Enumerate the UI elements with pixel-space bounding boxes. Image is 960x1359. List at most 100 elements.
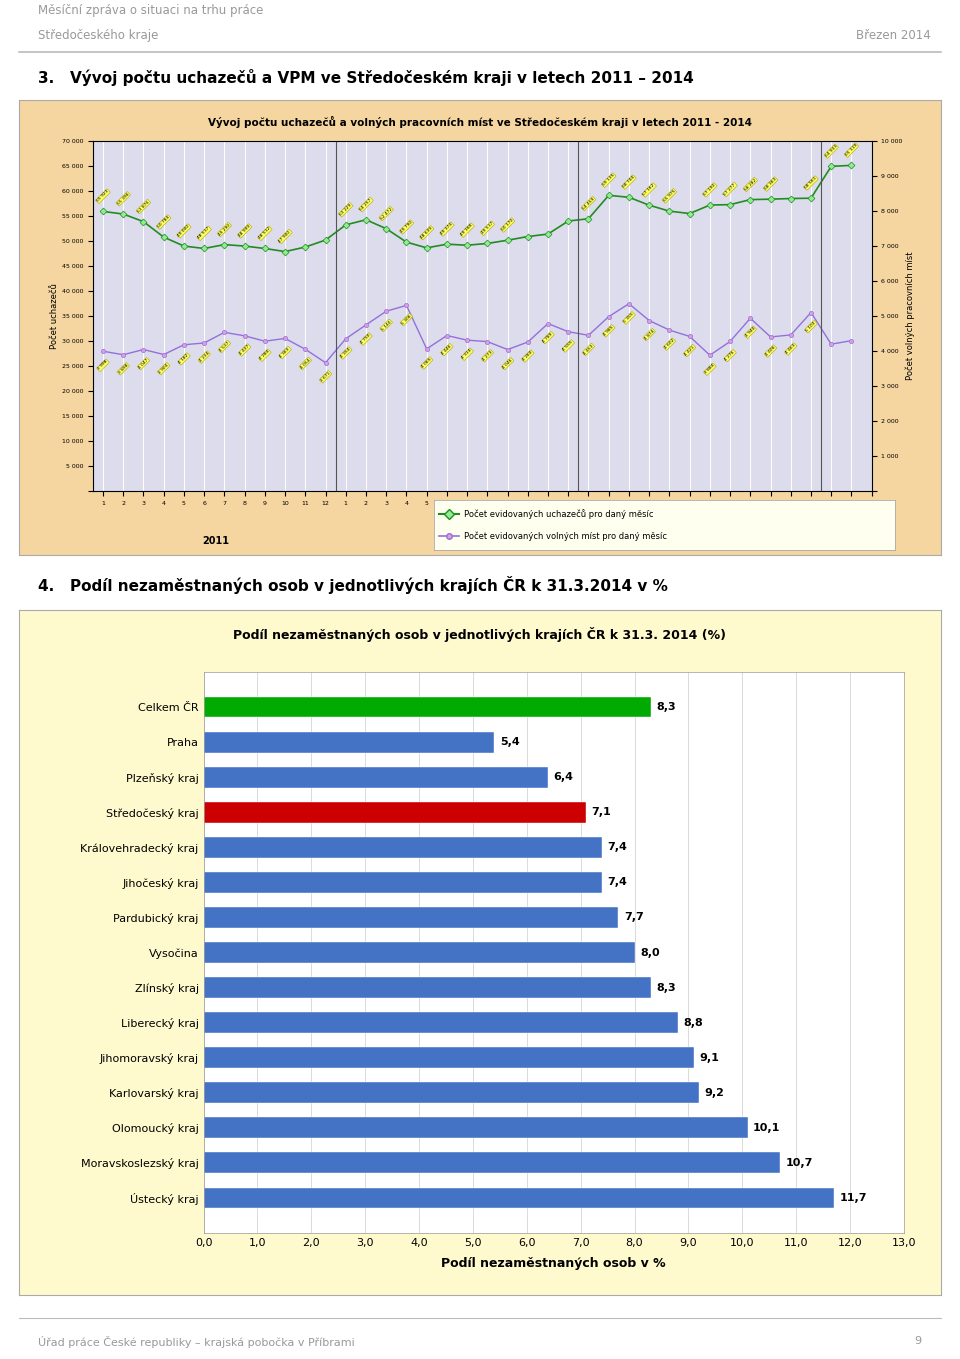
Text: 57 190: 57 190: [703, 183, 717, 197]
Text: 4 537: 4 537: [219, 341, 230, 352]
Text: 4 363: 4 363: [279, 347, 291, 359]
Text: 55 975: 55 975: [662, 189, 676, 202]
Text: 10,1: 10,1: [753, 1123, 780, 1132]
Text: 49 290: 49 290: [218, 223, 231, 236]
Text: 4 453: 4 453: [583, 344, 594, 355]
Text: 4 065: 4 065: [420, 357, 433, 368]
Text: 58 363: 58 363: [764, 177, 778, 190]
Text: 50 170: 50 170: [501, 219, 515, 232]
Text: Březen 2014: Březen 2014: [856, 29, 931, 42]
Text: 5,4: 5,4: [500, 738, 519, 747]
Text: 54 459: 54 459: [582, 197, 595, 211]
Text: 4 446: 4 446: [441, 344, 453, 356]
Text: 4 260: 4 260: [522, 351, 534, 361]
Text: 4 940: 4 940: [745, 326, 756, 338]
Text: 65 119: 65 119: [845, 144, 858, 158]
Text: 4 555: 4 555: [563, 340, 574, 352]
Text: 49 374: 49 374: [440, 223, 454, 236]
Text: 7,4: 7,4: [608, 843, 628, 852]
Bar: [204, 802, 586, 822]
Bar: [204, 1082, 699, 1102]
Bar: [204, 837, 602, 858]
Text: 5 355: 5 355: [623, 313, 635, 323]
Text: 53 229: 53 229: [339, 202, 352, 216]
Text: 64 933: 64 933: [825, 144, 838, 158]
Text: 48 639: 48 639: [420, 226, 434, 239]
Bar: [204, 1012, 678, 1033]
Text: 4 789: 4 789: [542, 332, 554, 344]
Text: 5 103: 5 103: [805, 321, 817, 333]
Y-axis label: Počet volných pracovních míst: Počet volných pracovních míst: [905, 251, 915, 381]
Text: 55 396: 55 396: [116, 192, 131, 205]
Text: Počet evidovaných volných míst pro daný měsíc: Počet evidovaných volných míst pro daný …: [464, 531, 667, 541]
Text: 4 750: 4 750: [360, 333, 372, 345]
Text: 49 168: 49 168: [461, 223, 474, 236]
Text: 2013: 2013: [694, 535, 721, 546]
Text: 53 876: 53 876: [136, 200, 151, 213]
Text: 50 784: 50 784: [156, 215, 171, 228]
Text: 54 257: 54 257: [359, 197, 372, 212]
Text: 49 000: 49 000: [178, 224, 191, 238]
Text: Středočeského kraje: Středočeského kraje: [38, 29, 158, 42]
Text: 7,4: 7,4: [608, 878, 628, 887]
Text: 4 054: 4 054: [300, 357, 311, 370]
Text: 8,3: 8,3: [656, 983, 676, 992]
Y-axis label: Počet uchazečů: Počet uchazečů: [50, 283, 59, 349]
Bar: [204, 872, 602, 893]
Text: Úřad práce České republiky – krajská pobočka v Příbrami: Úřad práce České republiky – krajská pob…: [38, 1336, 355, 1348]
Bar: [204, 1117, 748, 1137]
Text: 49 790: 49 790: [399, 220, 413, 234]
Text: 7,7: 7,7: [624, 912, 643, 923]
Text: 2011: 2011: [203, 535, 229, 546]
Text: 8,0: 8,0: [640, 947, 660, 958]
Text: 4 406: 4 406: [765, 345, 777, 357]
Text: 8,3: 8,3: [656, 703, 676, 712]
Text: 55 923: 55 923: [96, 189, 109, 202]
Text: 4 421: 4 421: [684, 345, 695, 356]
Text: 4 602: 4 602: [663, 338, 675, 351]
Bar: [204, 1048, 694, 1068]
Text: 3.   Vývoj počtu uchazečů a VPM ve Středočeském kraji v letech 2011 – 2014: 3. Vývoj počtu uchazečů a VPM ve Středoč…: [38, 69, 694, 86]
Text: Podíl nezaměstnaných osob v jednotlivých krajích ČR k 31.3. 2014 (%): Podíl nezaměstnaných osob v jednotlivých…: [233, 626, 727, 641]
Text: 4 046: 4 046: [502, 357, 514, 370]
Text: 3 904: 3 904: [158, 363, 170, 375]
Text: 4 182: 4 182: [179, 353, 190, 364]
Text: 4 273: 4 273: [482, 349, 493, 361]
Text: 4 047: 4 047: [137, 357, 150, 370]
Text: 8,8: 8,8: [683, 1018, 703, 1027]
Text: 4 354: 4 354: [340, 347, 351, 359]
Text: 3 671: 3 671: [320, 371, 331, 383]
Text: Počet evidovaných uchazečů pro daný měsíc: Počet evidovaných uchazečů pro daný měsí…: [464, 510, 654, 519]
Text: 11,7: 11,7: [839, 1193, 867, 1203]
Text: 5 306: 5 306: [400, 314, 412, 325]
Text: 9: 9: [915, 1336, 922, 1347]
Text: 4 314: 4 314: [462, 348, 473, 360]
Text: Vývoj počtu uchazečů a volných pracovních míst ve Středočeském kraji v letech 20: Vývoj počtu uchazečů a volných pracovníc…: [208, 116, 752, 128]
Text: 5 140: 5 140: [380, 319, 392, 332]
Text: 7,1: 7,1: [591, 807, 612, 817]
Text: 58 744: 58 744: [622, 175, 636, 189]
Text: 6,4: 6,4: [554, 772, 574, 783]
Text: 48 517: 48 517: [198, 227, 211, 241]
Text: 4 985: 4 985: [603, 325, 614, 337]
Text: 4 276: 4 276: [724, 349, 736, 361]
Bar: [204, 697, 651, 718]
Text: 4 874: 4 874: [643, 329, 655, 341]
Text: 10,7: 10,7: [785, 1158, 813, 1167]
Text: 4 437: 4 437: [239, 344, 251, 356]
Text: 3 898: 3 898: [117, 363, 129, 375]
Text: 59 135: 59 135: [602, 174, 615, 188]
Bar: [204, 908, 618, 928]
Text: 3 998: 3 998: [97, 360, 108, 371]
Text: 52 472: 52 472: [379, 207, 393, 220]
Text: Měsíční zpráva o situaci na trhu práce: Měsíční zpráva o situaci na trhu práce: [38, 4, 264, 18]
Text: 49 517: 49 517: [481, 222, 494, 235]
Text: 58 561: 58 561: [804, 177, 818, 190]
Text: 2014: 2014: [828, 535, 854, 546]
Text: 4 284: 4 284: [259, 349, 271, 361]
Text: 9,1: 9,1: [699, 1053, 719, 1063]
Bar: [204, 768, 548, 788]
X-axis label: Podíl nezaměstnaných osob v %: Podíl nezaměstnaných osob v %: [442, 1257, 666, 1269]
Bar: [204, 977, 651, 998]
Text: 47 900: 47 900: [278, 230, 292, 243]
